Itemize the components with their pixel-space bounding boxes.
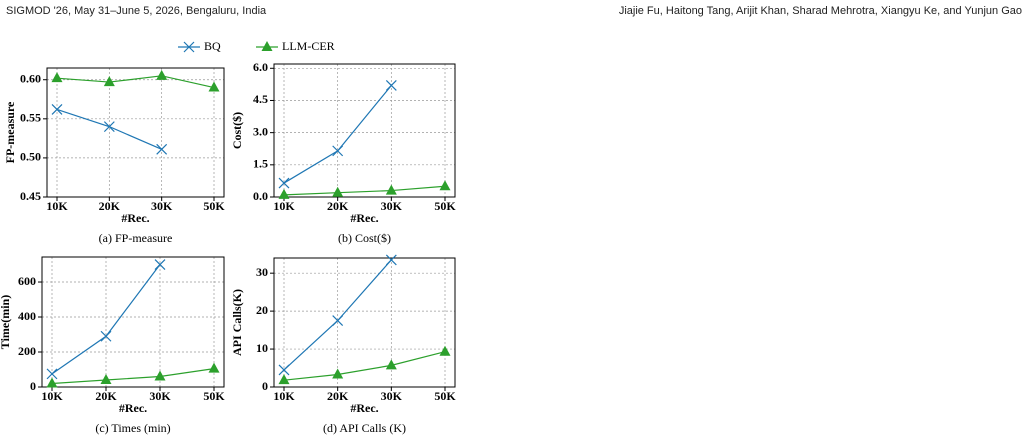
y-tick-label: 6.0 [253, 60, 268, 74]
marker-x [278, 177, 290, 189]
y-tick-label: 0.0 [253, 189, 268, 203]
caption: (b) Cost($) [338, 231, 391, 245]
y-tick-label: 3.0 [253, 124, 268, 138]
marker-x [385, 254, 397, 266]
x-tick-label: 20K [95, 389, 117, 403]
x-axis-label: #Rec. [119, 401, 147, 415]
x-tick-label: 30K [149, 389, 171, 403]
marker-triangle [103, 76, 115, 87]
marker-x [183, 41, 195, 53]
x-tick-label: 50K [203, 389, 225, 403]
marker-triangle [439, 180, 451, 191]
plot-frame [41, 256, 225, 388]
caption: (c) Times (min) [95, 421, 170, 435]
marker-triangle [208, 362, 220, 373]
marker-triangle [332, 368, 344, 379]
x-tick-label: 50K [203, 199, 225, 213]
x-tick-label: 20K [99, 199, 121, 213]
x-tick-label: 10K [273, 199, 295, 213]
marker-triangle [51, 72, 63, 83]
marker-triangle [332, 186, 344, 197]
marker-x [332, 315, 344, 327]
marker-triangle [208, 81, 220, 92]
y-tick-label: 30 [256, 265, 268, 279]
marker-triangle [385, 359, 397, 370]
x-tick-label: 50K [434, 389, 456, 403]
x-tick-label: 10K [46, 199, 68, 213]
header-right: Jiajie Fu, Haitong Tang, Arijit Khan, Sh… [619, 5, 1022, 17]
marker-triangle [100, 374, 112, 385]
y-tick-label: 0.55 [20, 111, 41, 125]
y-tick-label: 0 [262, 379, 268, 393]
series-line [283, 185, 446, 196]
y-tick-label: 200 [18, 344, 36, 358]
caption: (a) FP-measure [99, 231, 173, 245]
y-tick-label: 600 [18, 274, 36, 288]
marker-x [385, 80, 397, 91]
x-tick-label: 30K [381, 199, 403, 213]
marker-x [100, 330, 112, 342]
y-axis-label: Time(min) [0, 295, 12, 349]
x-axis-label: #Rec. [121, 211, 149, 225]
marker-x [103, 121, 115, 133]
y-tick-label: 0.45 [20, 189, 41, 203]
marker-triangle [261, 41, 273, 51]
y-axis-label: API Calls(K) [230, 289, 244, 356]
y-tick-label: 0.60 [20, 71, 41, 85]
marker-triangle [46, 377, 58, 388]
series-line [51, 368, 215, 385]
plot-frame [46, 67, 225, 198]
plot-frame [273, 63, 456, 198]
y-tick-label: 20 [256, 303, 268, 317]
legend-label: BQ [204, 39, 221, 53]
x-axis-label: #Rec. [350, 401, 378, 415]
marker-x [154, 259, 166, 270]
x-tick-label: 20K [327, 199, 349, 213]
y-tick-label: 10 [256, 341, 268, 355]
marker-triangle [439, 345, 451, 356]
y-tick-label: 0.50 [20, 150, 41, 164]
y-tick-label: 1.5 [253, 157, 268, 171]
marker-triangle [154, 370, 166, 381]
x-tick-label: 50K [434, 199, 456, 213]
x-tick-label: 30K [381, 389, 403, 403]
y-tick-label: 4.5 [253, 92, 268, 106]
x-tick-label: 20K [327, 389, 349, 403]
y-axis-label: Cost($) [230, 112, 244, 149]
marker-x [278, 364, 290, 376]
x-tick-label: 10K [41, 389, 63, 403]
marker-triangle [385, 184, 397, 195]
legend-label: LLM-CER [282, 39, 335, 53]
series-line [56, 75, 215, 89]
marker-triangle [156, 69, 168, 80]
series-line [283, 351, 446, 381]
x-axis-label: #Rec. [350, 211, 378, 225]
marker-triangle [278, 188, 290, 199]
x-tick-label: 30K [151, 199, 173, 213]
plot-frame [273, 257, 456, 388]
marker-x [46, 368, 58, 380]
y-tick-label: 400 [18, 309, 36, 323]
marker-triangle [278, 374, 290, 385]
x-tick-label: 10K [273, 389, 295, 403]
marker-x [332, 145, 344, 157]
marker-x [51, 104, 63, 115]
marker-x [156, 143, 168, 155]
caption: (d) API Calls (K) [323, 421, 406, 435]
header-left: SIGMOD '26, May 31–June 5, 2026, Bengalu… [6, 5, 267, 17]
y-tick-label: 0 [30, 379, 36, 393]
y-axis-label: FP-measure [3, 101, 17, 163]
